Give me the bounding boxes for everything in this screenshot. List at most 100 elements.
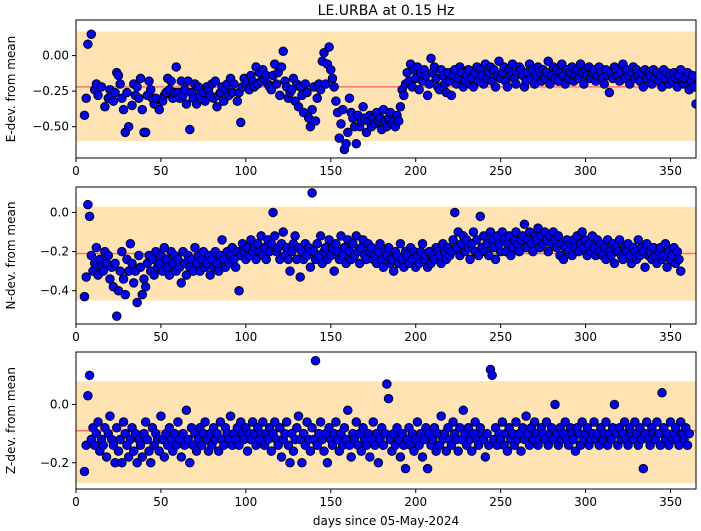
data-point: [266, 446, 277, 456]
data-point: [127, 258, 137, 269]
data-point: [453, 446, 463, 456]
data-point: [365, 452, 375, 462]
y-tick-label: 0.0: [50, 205, 69, 219]
data-point: [375, 239, 385, 249]
data-point: [191, 99, 202, 109]
data-point: [166, 76, 176, 86]
data-point: [134, 250, 144, 261]
data-point: [373, 458, 384, 468]
data-point: [388, 266, 399, 276]
data-point: [271, 79, 282, 89]
data-point: [232, 96, 243, 106]
data-point: [310, 116, 321, 126]
data-point: [399, 90, 409, 101]
subplot-n: 0 50 100 150 200 250 300 350 0.0 −0.2 −0.4 N-dev. f…: [4, 186, 697, 344]
data-point: [181, 99, 192, 109]
data-point: [210, 76, 221, 86]
y-tick-label: −0.2: [40, 245, 69, 259]
y-axis-label-e: E-dev. from mean: [4, 36, 18, 142]
axes-frame-z: [75, 351, 697, 490]
data-point: [79, 291, 90, 302]
data-point: [412, 417, 423, 427]
data-point: [135, 73, 146, 84]
data-point: [281, 417, 292, 427]
data-point: [319, 446, 329, 456]
data-point: [458, 405, 469, 416]
data-point: [339, 423, 350, 433]
data-point: [84, 370, 95, 381]
x-tick-label: 350: [659, 495, 682, 509]
data-point: [292, 423, 302, 433]
data-point: [122, 87, 132, 98]
x-tick-label: 300: [574, 164, 597, 178]
data-point: [110, 258, 120, 269]
data-point: [395, 102, 406, 112]
data-point: [181, 405, 192, 416]
data-point: [543, 246, 553, 257]
subplot-z: 0 50 100 150 200 250 300 350 0.0 −0.2 Z-dev. from …: [4, 351, 697, 509]
data-point: [149, 270, 159, 280]
data-point: [417, 239, 428, 249]
data-point: [140, 417, 151, 427]
data-point: [329, 82, 339, 92]
data-point: [322, 458, 333, 468]
data-point: [278, 46, 288, 57]
x-axis-label: days since 05-May-2024: [313, 514, 459, 528]
data-point: [84, 211, 95, 222]
data-point: [577, 227, 587, 237]
axes-frame-e: [75, 19, 697, 159]
data-point: [395, 452, 406, 462]
data-point: [424, 79, 435, 89]
data-point: [482, 428, 492, 439]
data-point: [81, 93, 91, 103]
figure-title: LE.URBA at 0.15 Hz: [318, 3, 455, 19]
data-point: [448, 235, 458, 245]
data-point: [358, 102, 368, 112]
data-point: [468, 227, 479, 237]
data-point: [288, 446, 299, 456]
data-point: [118, 274, 129, 284]
data-point: [81, 272, 91, 282]
x-tick-label: 0: [72, 164, 80, 178]
data-point: [378, 440, 389, 451]
data-point: [502, 82, 513, 92]
data-point: [307, 104, 317, 115]
data-point: [393, 116, 404, 126]
data-point: [79, 466, 90, 477]
data-point: [511, 79, 521, 89]
data-point: [675, 266, 686, 276]
data-point: [125, 239, 136, 249]
data-point: [307, 188, 317, 198]
subplot-panels: 0 50 100 150 200 250 300 3500.00−0.25−0.50E-dev…: [4, 19, 697, 509]
data-point: [400, 463, 411, 474]
data-point: [684, 428, 694, 439]
data-point: [689, 82, 696, 92]
scatter-series-z: [79, 355, 694, 477]
data-point: [395, 239, 406, 249]
data-point: [276, 452, 287, 462]
data-point: [422, 463, 433, 474]
data-point: [334, 133, 345, 143]
data-point: [91, 242, 102, 253]
data-point: [331, 417, 341, 427]
data-point: [120, 289, 131, 300]
data-point: [312, 239, 322, 249]
data-point: [446, 90, 457, 101]
data-point: [269, 231, 280, 241]
data-point: [137, 289, 147, 300]
data-point: [79, 110, 90, 121]
data-point: [159, 452, 170, 462]
data-point: [242, 446, 253, 456]
data-point: [132, 82, 142, 92]
x-tick-label: 0: [72, 495, 80, 509]
x-tick-label: 200: [404, 495, 427, 509]
x-tick-label: 150: [319, 164, 342, 178]
scatter-series-e: [79, 29, 696, 155]
data-point: [331, 96, 341, 106]
plot-area-e: [76, 29, 696, 155]
data-point: [516, 446, 526, 456]
scatter-series-n: [79, 188, 686, 321]
data-point: [117, 458, 127, 468]
data-point: [285, 458, 295, 468]
x-tick-label: 250: [489, 330, 512, 344]
